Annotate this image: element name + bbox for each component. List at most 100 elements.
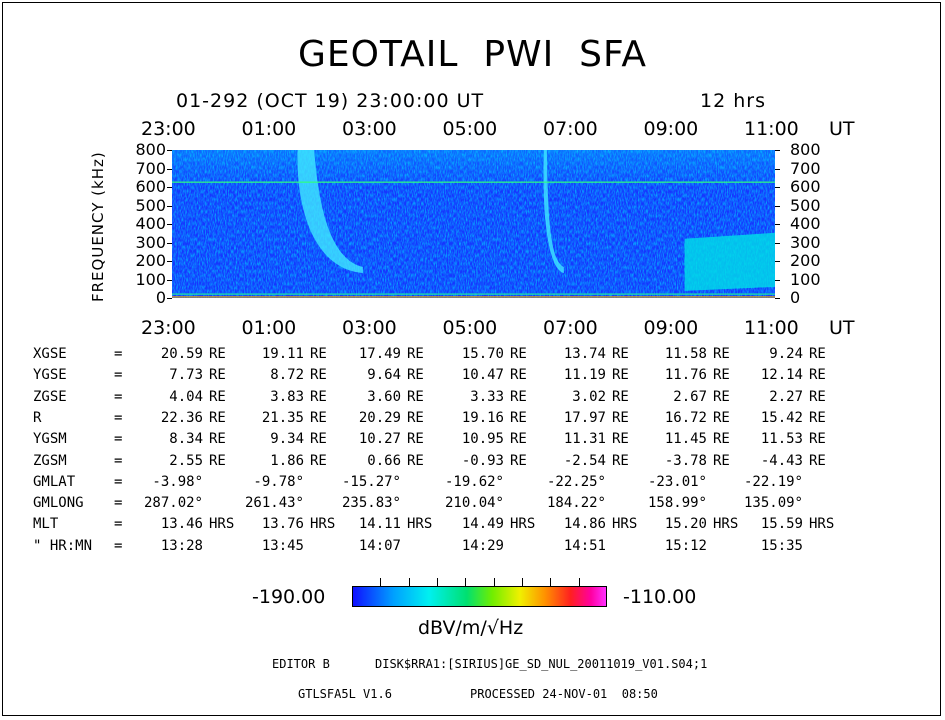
orbit-cell-value: 11.76 [664,367,707,384]
y-tick-mark-right [775,150,780,151]
orbit-cell-value: 10.47 [461,367,504,384]
orbit-cell-value: 16.72 [664,409,707,426]
y-tick-label-left: 200 [135,251,166,270]
orbit-cell-value: -22.25° [546,473,606,490]
orbit-cell-value: 7.73 [169,367,203,384]
orbit-cell-value: 15:12 [664,537,707,554]
orbit-cell-value: 9.34 [270,431,304,448]
orbit-row-label: GMLONG [33,495,84,512]
emission-layer [297,150,775,291]
interference-line [172,293,775,295]
y-tick-label-right: 600 [790,177,821,196]
orbit-row-equals: = [114,346,123,362]
colorbar [352,586,607,607]
orbit-row-label: YGSE [33,367,67,384]
y-tick-label-right: 500 [790,195,821,215]
y-tick-mark-left [167,224,172,225]
orbit-cell-value: -15.27° [341,473,401,490]
orbit-row-label: R [33,409,42,426]
orbit-cell-value: 15:35 [760,537,803,554]
orbit-row-label: MLT [33,516,59,533]
orbit-cell-value: 17.49 [358,346,401,362]
orbit-cell-value: 14:29 [461,537,504,554]
y-tick-label-right: 0 [790,288,801,307]
colorbar-tick [493,578,495,586]
colorbar-tick [408,578,410,586]
orbit-cell-value: 3.83 [270,388,304,405]
orbit-row-equals: = [114,367,123,384]
orbit-row-label: GMLAT [33,473,76,490]
orbit-cell-value: -9.78° [253,473,304,490]
orbit-cell-value: 21.35 [261,409,304,426]
duration-label: 12 hrs [700,90,766,112]
orbit-cell-value: 1.86 [270,452,304,469]
orbit-cell-value: 14.49 [461,516,504,533]
orbit-cell-unit: RE [612,409,629,426]
y-tick-mark-right [775,298,780,299]
orbit-cell-unit: RE [809,409,826,426]
top-x-tick-label: 05:00 [442,118,498,140]
orbit-row-label: YGSM [33,431,67,448]
orbit-cell-unit: RE [809,346,826,362]
orbit-cell-value: 3.02 [572,388,606,405]
y-tick-mark-left [167,187,172,188]
orbit-cell-unit: RE [612,367,629,384]
orbit-cell-value: -3.98° [152,473,203,490]
orbit-cell-value: 19.16 [461,409,504,426]
orbit-row-equals: = [114,495,123,512]
orbit-cell-value: -22.19° [743,473,803,490]
orbit-cell-value: 11.58 [664,346,707,362]
orbit-row-label: ZGSM [33,452,67,469]
orbit-cell-unit: RE [510,431,527,448]
orbit-cell-unit: RE [612,452,629,469]
orbit-cell-value: -3.78 [664,452,707,469]
y-tick-label-left: 100 [135,269,166,289]
orbit-row-equals: = [114,473,123,490]
emission-feature [543,150,564,273]
orbit-cell-value: 235.83° [341,495,401,512]
y-tick-mark-left [167,298,172,299]
orbit-cell-unit: HRS [612,516,638,533]
orbit-cell-unit: RE [407,388,424,405]
colorbar-unit-label: dBV/m/√Hz [418,617,524,639]
orbit-cell-value: 19.11 [261,346,304,362]
orbit-cell-value: 15.42 [760,409,803,426]
orbit-cell-value: 11.31 [563,431,606,448]
y-tick-mark-left [167,261,172,262]
bottom-x-tick-label: 09:00 [643,317,699,339]
bottom-x-tick-label: 05:00 [442,317,498,339]
top-x-tick-label: 09:00 [643,118,699,140]
orbit-cell-unit: RE [209,409,226,426]
orbit-cell-unit: RE [713,388,730,405]
orbit-cell-unit: HRS [407,516,433,533]
orbit-cell-unit: RE [713,409,730,426]
y-axis-label: FREQUENCY (kHz) [89,151,107,302]
y-tick-label-left: 300 [135,232,166,252]
orbit-cell-value: -2.54 [563,452,606,469]
emission-feature [684,232,775,291]
orbit-cell-value: 11.45 [664,431,707,448]
orbit-cell-unit: RE [612,388,629,405]
orbit-row-label: " HR:MN [33,537,93,554]
footer-editor: EDITOR B [272,657,330,671]
orbit-cell-value: 15.70 [461,346,504,362]
orbit-cell-unit: RE [407,431,424,448]
y-tick-label-right: 200 [790,251,821,270]
top-x-tick-label: 11:00 [744,118,799,140]
colorbar-tick [380,578,382,586]
spectrogram-heatmap [172,150,775,298]
orbit-cell-value: 3.60 [367,388,401,405]
page-title: GEOTAIL PWI SFA [297,34,648,75]
orbit-cell-unit: RE [310,346,327,362]
orbit-cell-value: 10.95 [461,431,504,448]
orbit-cell-value: 22.36 [160,409,203,426]
orbit-cell-value: 8.72 [270,367,304,384]
orbit-cell-value: 158.99° [647,495,707,512]
y-tick-label-right: 300 [790,232,821,252]
orbit-cell-value: 2.67 [673,388,707,405]
orbit-cell-unit: HRS [310,516,336,533]
orbit-cell-unit: RE [310,431,327,448]
y-tick-mark-left [167,242,172,244]
bottom-x-tick-label: 11:00 [744,317,799,339]
